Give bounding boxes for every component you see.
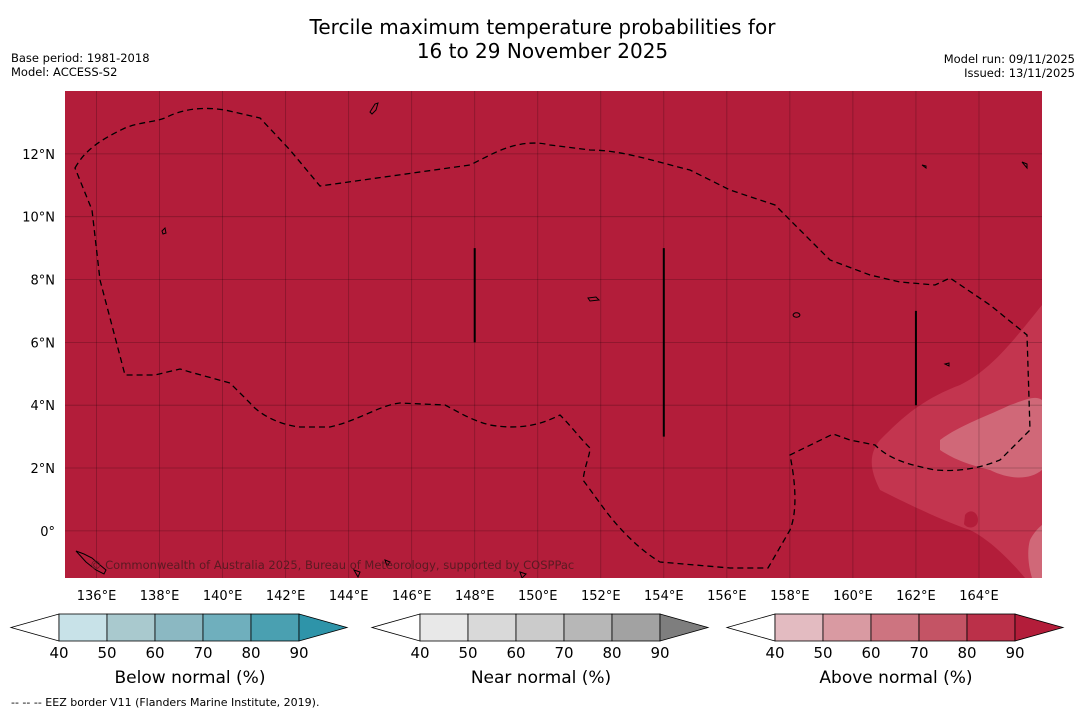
colorbar-tick-label: 60	[506, 644, 525, 662]
colorbar-tick-label: 70	[193, 644, 212, 662]
map-area[interactable]	[65, 91, 1042, 578]
colorbar-tick-label: 60	[145, 644, 164, 662]
longitude-tick-label: 136°E	[77, 589, 117, 604]
latitude-labels: 12°N 10°N 8°N 6°N 4°N 2°N 0°	[22, 148, 55, 540]
colorbar-segment	[202, 613, 252, 642]
longitude-tick-label: 158°E	[770, 589, 810, 604]
colorbar-tick-label: 60	[861, 644, 880, 662]
colorbar-segment	[419, 613, 469, 642]
longitude-tick-label: 162°E	[896, 589, 936, 604]
colorbar-tick-label: 40	[410, 644, 429, 662]
colorbar-legends: 40 50 60 70 80 90 40 50 60 70 80 90 40 50 60 70 80 90	[9, 613, 1065, 662]
base-period: Base period: 1981-2018	[11, 51, 150, 65]
island-outlines	[75, 102, 1028, 578]
near-normal-legend-title: Near normal (%)	[470, 668, 612, 688]
colorbar-extend-high	[1014, 613, 1065, 642]
colorbar-segment	[870, 613, 920, 642]
issued-date: Issued: 13/11/2025	[964, 66, 1075, 80]
latitude-tick-label: 4°N	[31, 399, 56, 414]
colorbar-segment	[467, 613, 517, 642]
latitude-tick-label: 12°N	[22, 148, 55, 163]
above-70-region	[940, 397, 1042, 478]
longitude-tick-label: 140°E	[203, 589, 243, 604]
colorbar-segment	[58, 613, 108, 642]
copyright-notice: © Commonwealth of Australia 2025, Bureau…	[90, 558, 574, 572]
colorbar-tick-label: 80	[602, 644, 621, 662]
longitude-tick-label: 150°E	[518, 589, 558, 604]
colorbar-segment	[774, 613, 824, 642]
longitude-tick-label: 146°E	[392, 589, 432, 604]
eez-border	[74, 107, 1031, 569]
colorbar-tick-label: 40	[49, 644, 68, 662]
below-normal-legend-title: Below normal (%)	[114, 668, 266, 688]
longitude-tick-label: 164°E	[959, 589, 999, 604]
above-90-patch	[964, 511, 978, 528]
longitude-tick-label: 148°E	[455, 589, 495, 604]
longitude-tick-label: 154°E	[644, 589, 684, 604]
colorbar-segment	[611, 613, 661, 642]
colorbar-segment	[563, 613, 613, 642]
latitude-tick-label: 8°N	[31, 274, 56, 289]
model-name: Model: ACCESS-S2	[11, 65, 118, 79]
map-title-line2: 16 to 29 November 2025	[416, 39, 669, 63]
near-normal-colorbar: 40 50 60 70 80 90	[370, 613, 710, 662]
colorbar-extend-high	[659, 613, 710, 642]
colorbar-extend-low	[370, 613, 421, 642]
above-70-region	[1028, 525, 1042, 578]
above-normal-colorbar: 40 50 60 70 80 90	[725, 613, 1065, 662]
boundary-lines	[473, 248, 917, 437]
colorbar-tick-label: 80	[241, 644, 260, 662]
model-run-date: Model run: 09/11/2025	[943, 52, 1075, 66]
colorbar-tick-label: 40	[765, 644, 784, 662]
longitude-tick-label: 142°E	[266, 589, 306, 604]
colorbar-segment	[515, 613, 565, 642]
colorbar-extend-low	[9, 613, 60, 642]
colorbar-segment	[154, 613, 204, 642]
colorbar-segment	[822, 613, 872, 642]
eez-footnote: -- -- -- EEZ border V11 (Flanders Marine…	[11, 696, 320, 709]
longitude-tick-label: 152°E	[581, 589, 621, 604]
colorbar-tick-label: 50	[813, 644, 832, 662]
colorbar-segment	[918, 613, 968, 642]
colorbar-segment	[250, 613, 300, 642]
longitude-tick-label: 156°E	[707, 589, 747, 604]
colorbar-tick-label: 50	[97, 644, 116, 662]
colorbar-tick-label: 70	[909, 644, 928, 662]
colorbar-tick-label: 80	[957, 644, 976, 662]
colorbar-tick-label: 90	[289, 644, 308, 662]
latitude-tick-label: 0°	[40, 525, 55, 540]
longitude-tick-label: 138°E	[140, 589, 180, 604]
longitude-labels: 136°E 138°E 140°E 142°E 144°E 146°E 148°E 150°E…	[77, 589, 999, 604]
colorbar-tick-label: 90	[1005, 644, 1024, 662]
colorbar-segment	[966, 613, 1016, 642]
above-normal-legend-title: Above normal (%)	[819, 668, 973, 688]
longitude-tick-label: 160°E	[833, 589, 873, 604]
colorbar-segment	[106, 613, 156, 642]
map-title-line1: Tercile maximum temperature probabilitie…	[309, 15, 776, 39]
colorbar-extend-low	[725, 613, 776, 642]
latitude-tick-label: 2°N	[31, 462, 56, 477]
longitude-tick-label: 144°E	[329, 589, 369, 604]
latitude-tick-label: 6°N	[31, 336, 56, 351]
below-normal-colorbar: 40 50 60 70 80 90	[9, 613, 349, 662]
latitude-tick-label: 10°N	[22, 211, 55, 226]
colorbar-tick-label: 50	[458, 644, 477, 662]
colorbar-tick-label: 90	[650, 644, 669, 662]
colorbar-extend-high	[298, 613, 349, 642]
colorbar-tick-label: 70	[554, 644, 573, 662]
